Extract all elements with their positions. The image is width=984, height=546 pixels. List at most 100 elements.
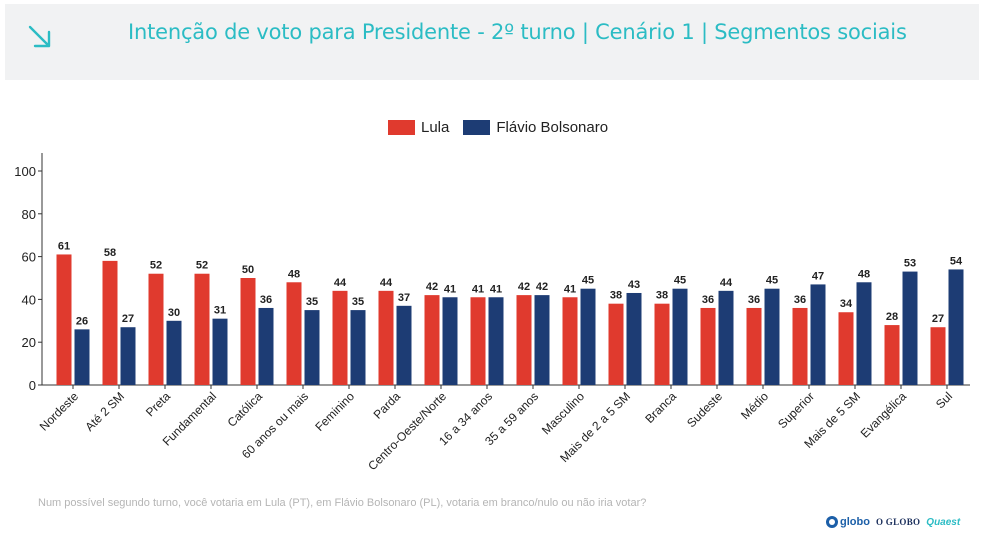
bar-flavio xyxy=(304,310,320,385)
bar-lula xyxy=(332,290,348,385)
legend-item-flavio: Flávio Bolsonaro xyxy=(463,119,608,136)
data-label-lula: 36 xyxy=(794,294,806,306)
bar-lula xyxy=(930,327,946,385)
bar-flavio xyxy=(212,318,228,385)
y-tick-label: 80 xyxy=(22,207,36,222)
globo-logo-icon xyxy=(826,516,838,528)
data-label-flavio: 47 xyxy=(812,270,824,282)
bar-flavio xyxy=(902,271,918,385)
data-label-lula: 27 xyxy=(932,313,944,325)
x-tick-label: Preta xyxy=(143,389,173,419)
bar-lula xyxy=(792,307,808,385)
data-label-lula: 44 xyxy=(334,277,347,289)
y-tick-label: 100 xyxy=(14,164,36,179)
legend-item-lula: Lula xyxy=(388,119,449,136)
globo-logo-text: globo xyxy=(840,516,870,528)
bar-flavio xyxy=(350,310,366,385)
quaest-logo: Quaest xyxy=(926,516,961,528)
x-tick-label: Evangélica xyxy=(858,389,910,441)
bar-lula xyxy=(470,297,486,385)
y-tick-label: 60 xyxy=(22,250,36,265)
data-label-flavio: 27 xyxy=(122,313,134,325)
globo-logo: globo xyxy=(826,516,870,528)
bar-lula xyxy=(424,295,440,385)
x-tick-label: Sul xyxy=(933,389,955,411)
header-banner: Intenção de voto para Presidente - 2º tu… xyxy=(5,4,979,80)
bar-lula xyxy=(194,273,210,385)
data-label-flavio: 37 xyxy=(398,292,410,304)
arrow-down-right-icon xyxy=(28,25,51,48)
data-label-flavio: 31 xyxy=(214,305,226,317)
data-label-lula: 36 xyxy=(702,294,714,306)
data-label-flavio: 41 xyxy=(490,283,502,295)
x-tick-label: Superior xyxy=(775,389,817,431)
bar-flavio xyxy=(856,282,872,385)
bar-flavio xyxy=(488,297,504,385)
x-tick-label: Católica xyxy=(225,389,266,430)
bar-lula xyxy=(286,282,302,385)
brand-logos: globo O GLOBO Quaest xyxy=(826,516,960,528)
legend-swatch-flavio xyxy=(463,119,491,135)
x-tick-label: Sudeste xyxy=(684,389,725,430)
bar-lula xyxy=(838,312,854,385)
bar-lula xyxy=(746,307,762,385)
data-label-lula: 48 xyxy=(288,268,300,280)
bar-flavio xyxy=(626,292,642,385)
data-label-flavio: 45 xyxy=(674,275,686,287)
y-tick-label: 40 xyxy=(22,292,36,307)
data-label-lula: 38 xyxy=(610,290,622,302)
bar-flavio xyxy=(718,290,734,385)
legend-label-lula: Lula xyxy=(421,118,450,136)
y-tick-label: 20 xyxy=(22,335,36,350)
x-tick-label: Feminino xyxy=(312,389,357,434)
data-label-flavio: 43 xyxy=(628,279,640,291)
data-label-lula: 58 xyxy=(104,247,116,259)
bar-lula xyxy=(654,303,670,385)
data-label-flavio: 41 xyxy=(444,283,456,295)
data-label-flavio: 42 xyxy=(536,281,548,293)
bar-lula xyxy=(240,278,256,385)
x-tick-label: Centro-Oeste/Norte xyxy=(365,389,449,473)
bar-flavio xyxy=(74,329,90,385)
bar-flavio xyxy=(258,307,274,385)
legend-label-flavio: Flávio Bolsonaro xyxy=(496,118,609,136)
data-label-lula: 28 xyxy=(886,311,898,323)
data-label-flavio: 54 xyxy=(950,255,963,267)
bar-lula xyxy=(608,303,624,385)
data-label-lula: 61 xyxy=(58,240,70,252)
bar-flavio xyxy=(442,297,458,385)
x-tick-label: Masculino xyxy=(539,389,587,437)
oglobo-logo: O GLOBO xyxy=(875,517,921,527)
data-label-lula: 36 xyxy=(748,294,760,306)
bar-lula xyxy=(884,325,900,385)
bar-flavio xyxy=(810,284,826,385)
survey-question-note: Num possível segundo turno, você votaria… xyxy=(38,497,647,509)
bar-flavio xyxy=(166,320,182,385)
bar-lula xyxy=(148,273,164,385)
data-label-flavio: 45 xyxy=(582,275,594,287)
x-tick-label: Nordeste xyxy=(37,389,82,434)
bar-lula xyxy=(378,290,394,385)
data-label-lula: 52 xyxy=(196,260,208,272)
data-label-lula: 42 xyxy=(518,281,530,293)
bar-flavio xyxy=(580,288,596,385)
bar-flavio xyxy=(120,327,136,385)
data-label-flavio: 45 xyxy=(766,275,778,287)
data-label-flavio: 35 xyxy=(306,296,318,308)
data-label-flavio: 35 xyxy=(352,296,364,308)
bar-lula xyxy=(56,254,72,385)
data-label-flavio: 44 xyxy=(720,277,733,289)
bar-flavio xyxy=(534,295,550,385)
bar-lula xyxy=(516,295,532,385)
bar-lula xyxy=(562,297,578,385)
data-label-lula: 38 xyxy=(656,290,668,302)
data-label-flavio: 30 xyxy=(168,307,180,319)
x-tick-label: Branca xyxy=(642,389,679,426)
bar-flavio xyxy=(948,269,964,385)
data-label-lula: 42 xyxy=(426,281,438,293)
data-label-flavio: 53 xyxy=(904,258,916,270)
data-label-lula: 41 xyxy=(472,283,484,295)
bar-flavio xyxy=(672,288,688,385)
chart-legend: Lula Flávio Bolsonaro xyxy=(388,118,622,136)
bar-lula xyxy=(700,307,716,385)
